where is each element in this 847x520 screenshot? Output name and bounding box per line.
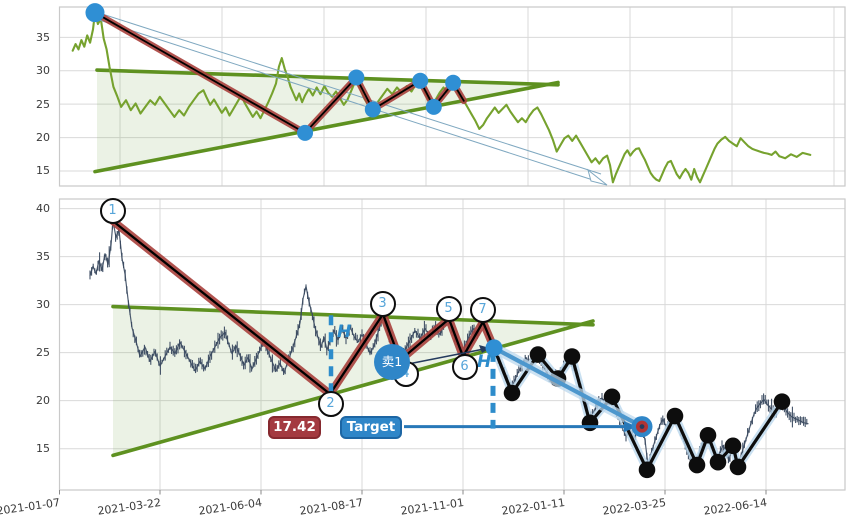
bot-ytick-25: 25: [36, 346, 50, 359]
sell-signal-marker: 卖1: [374, 344, 410, 380]
bottom-panel-grid: [58, 198, 846, 491]
bot-ytick-35: 35: [36, 250, 50, 263]
top-ytick-35: 35: [36, 31, 50, 44]
bot-ytick-30: 30: [36, 298, 50, 311]
measured-target-value-badge: 17.42: [268, 416, 321, 439]
pivot-circle-5: 5: [435, 295, 462, 322]
x-axis-ticks: [59, 490, 767, 495]
pivot-circle-7: 7: [469, 296, 496, 323]
pivot-circle-1: 1: [99, 197, 126, 224]
bot-ytick-20: 20: [36, 394, 50, 407]
pivot-circle-6: 6: [451, 353, 478, 380]
target-dot: [631, 416, 653, 438]
top-ytick-25: 25: [36, 98, 50, 111]
top-ytick-15: 15: [36, 164, 50, 177]
top-ytick-30: 30: [36, 64, 50, 77]
top-ytick-20: 20: [36, 131, 50, 144]
top-triangle-pattern: [93, 68, 560, 174]
top-red-zigzag: [85, 3, 468, 141]
pivot-circle-3: 3: [369, 290, 396, 317]
height-label-2: H: [477, 352, 492, 372]
target-level-line: [404, 421, 637, 433]
top-projection-arrow: [95, 11, 608, 186]
height-label-1: H: [337, 322, 352, 342]
bot-ytick-40: 40: [36, 202, 50, 215]
pivot-circle-2: 2: [317, 390, 344, 417]
projection-line-to-target: [491, 343, 645, 432]
bot-ytick-15: 15: [36, 442, 50, 455]
target-badge: Target: [340, 416, 402, 439]
height-measure-lines: [328, 315, 496, 429]
bottom-red-zigzag: [109, 217, 498, 398]
terminal-pivot-dot: [485, 339, 503, 357]
